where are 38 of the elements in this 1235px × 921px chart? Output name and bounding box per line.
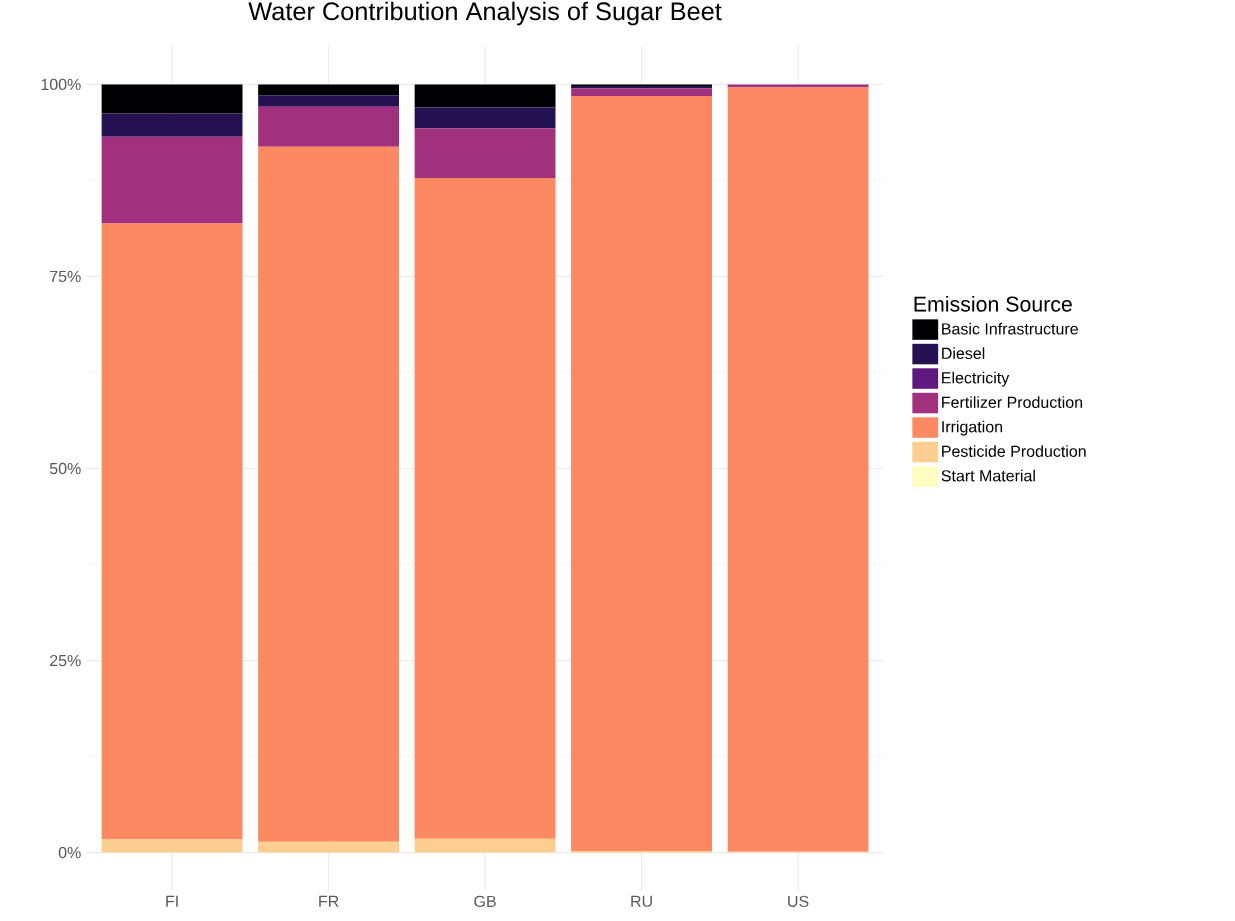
- chart-title: Water Contribution Analysis of Sugar Beet: [248, 1, 722, 26]
- legend-label: Diesel: [942, 347, 985, 360]
- legend-label: Electricity: [942, 371, 1010, 387]
- bar: [101, 839, 243, 853]
- bar: [414, 84, 556, 108]
- bar: [258, 106, 399, 147]
- bar: [258, 841, 399, 853]
- y-tick-label: 100%: [41, 78, 81, 91]
- y-tick-label: 50%: [49, 462, 81, 475]
- bar: [414, 128, 556, 179]
- bar: [414, 178, 556, 839]
- x-tick-label: FR: [319, 895, 339, 907]
- legend-title: Emission Source: [914, 296, 1072, 312]
- x-tick-label: RU: [631, 895, 652, 907]
- legend-label: Pesticide Production: [942, 445, 1086, 457]
- bar: [101, 113, 243, 137]
- y-tick-label: 75%: [50, 270, 81, 283]
- x-tick-label: FI: [166, 895, 178, 907]
- x-tick-label: GB: [474, 895, 496, 908]
- bar: [101, 223, 243, 840]
- x-tick-label: US: [788, 895, 809, 908]
- legend-label: Irrigation: [942, 420, 1003, 436]
- legend-label: Basic Infrastructure: [942, 322, 1078, 335]
- bar: [571, 95, 712, 852]
- bar: [727, 87, 869, 852]
- bar: [101, 136, 243, 224]
- bar: [571, 88, 712, 96]
- y-tick-label: 25%: [50, 654, 81, 667]
- bar: [727, 84, 869, 88]
- y-tick-label: 0%: [58, 846, 81, 859]
- legend-label: Fertilizer Production: [942, 396, 1083, 408]
- bar: [414, 107, 556, 129]
- legend-label: Start Material: [941, 469, 1035, 482]
- bar: [258, 95, 399, 107]
- bar: [414, 838, 556, 853]
- bar: [258, 146, 399, 842]
- bar: [258, 84, 399, 96]
- bar: [101, 84, 243, 114]
